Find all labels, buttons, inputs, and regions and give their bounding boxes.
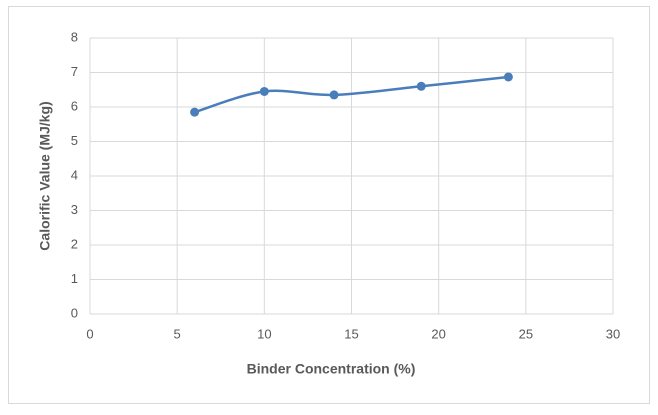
point [190, 107, 200, 117]
x-tick-label: 5 [174, 326, 181, 341]
y-tick-label: 7 [71, 64, 78, 79]
y-tick-label: 8 [71, 29, 78, 44]
point [329, 90, 339, 100]
y-tick-label: 3 [71, 202, 78, 217]
x-tick-label: 0 [86, 326, 93, 341]
chart-border [8, 6, 650, 404]
x-tick-label: 15 [344, 326, 358, 341]
y-axis-title: Calorific Value (MJ/kg) [37, 101, 53, 250]
x-axis-title: Binder Concentration (%) [247, 361, 416, 377]
x-tick-label: 25 [519, 326, 533, 341]
y-tick-label: 1 [71, 271, 78, 286]
x-tick-label: 30 [606, 326, 620, 341]
y-tick-label: 4 [71, 167, 78, 182]
x-tick-label: 10 [257, 326, 271, 341]
x-tick-label: 20 [431, 326, 445, 341]
y-tick-label: 0 [71, 305, 78, 320]
point [259, 86, 269, 96]
y-tick-label: 5 [71, 133, 78, 148]
y-tick-label: 2 [71, 236, 78, 251]
y-tick-label: 6 [71, 98, 78, 113]
point [503, 72, 513, 82]
point [416, 81, 426, 91]
